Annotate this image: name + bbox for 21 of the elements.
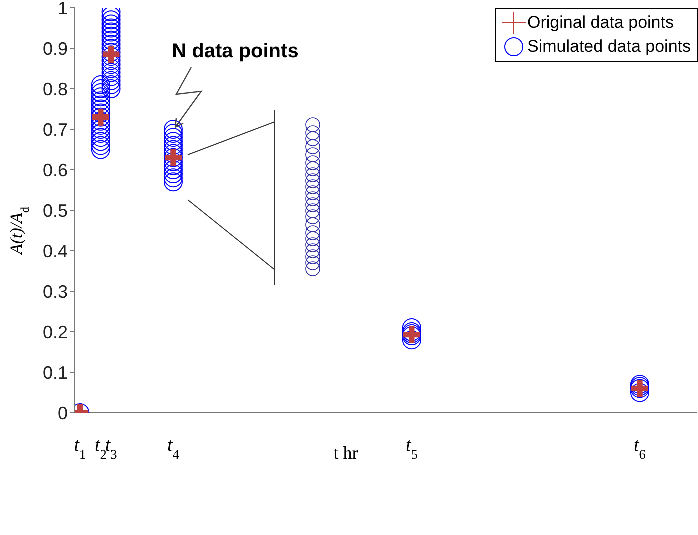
y-tick-label: 0.6 [42,160,68,180]
y-tick-label: 1 [58,0,68,18]
x-axis-title: t hr [334,443,358,463]
y-tick-label: 0.3 [42,282,68,302]
x-tick-label: t$_{1}$ [74,435,86,462]
x-tick-label: t$_{5}$ [406,435,418,462]
x-tick-label: t$_{2}$ [94,435,107,462]
legend-label: Simulated data points [528,36,691,58]
y-tick-label: 0 [58,403,68,424]
y-tick-label: 0.2 [42,322,68,342]
y-tick-label: 0.9 [42,38,68,59]
x-tick-label: t$_{3}$ [105,435,118,462]
x-tick-label: t$_{6}$ [634,435,646,462]
y-tick-label: 0.5 [42,200,68,221]
legend-label: Original data points [528,12,674,34]
y-tick-label: 0.8 [42,79,68,100]
y-tick-label: 0.4 [42,241,68,262]
y-tick-label: 0.7 [42,120,68,140]
x-tick-label: t$_{4}$ [168,435,180,462]
annotation: N data points [172,40,299,62]
y-tick-label: 0.1 [42,362,68,383]
